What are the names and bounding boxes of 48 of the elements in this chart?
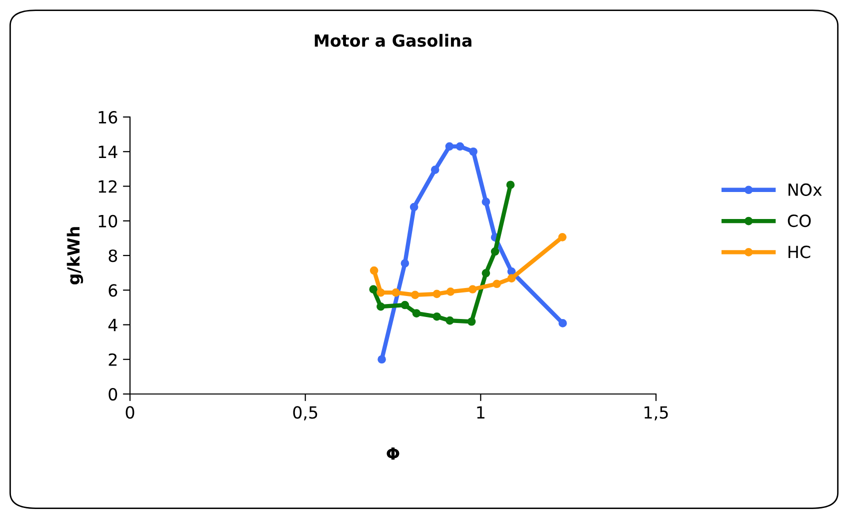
y-tick-label: 8 [108, 249, 118, 262]
y-tick-label: 12 [98, 180, 117, 193]
point [400, 259, 410, 268]
point [482, 198, 490, 206]
point [412, 309, 421, 318]
point [482, 268, 490, 278]
point [432, 290, 441, 298]
x-tick-label: 1,5 [644, 406, 668, 420]
y-tick-label: 2 [108, 353, 117, 366]
point [392, 288, 400, 297]
chart-title: Motor a Gasolina [314, 34, 472, 47]
point [432, 312, 441, 321]
point [469, 147, 478, 156]
point [369, 285, 378, 294]
point [370, 266, 378, 275]
point [378, 355, 386, 364]
point [506, 180, 515, 190]
y-tick-label: 4 [108, 318, 118, 332]
point [490, 247, 500, 256]
y-axis-title: g/kWh [66, 227, 84, 284]
point [446, 316, 454, 325]
point [558, 232, 567, 242]
y-tick-label: 0 [108, 388, 118, 401]
x-tick-label: 1 [477, 406, 484, 418]
x-axis-title: Φ [386, 447, 400, 460]
legend-label: NOx [788, 183, 822, 196]
legend-label: CO [788, 214, 811, 228]
point [376, 302, 385, 311]
point [456, 142, 464, 151]
y-tick-label: 16 [98, 110, 118, 124]
point [445, 142, 454, 151]
point [492, 280, 501, 288]
point [430, 166, 440, 174]
point [376, 288, 385, 297]
point [446, 288, 455, 296]
point [410, 290, 420, 300]
point [410, 202, 418, 212]
legend-label: HC [788, 246, 810, 258]
y-tick-label: 14 [98, 146, 118, 158]
y-tick-label: 10 [98, 214, 118, 228]
point [467, 317, 476, 326]
point [468, 285, 477, 294]
x-tick-label: 0,5 [293, 406, 318, 420]
point [558, 319, 567, 328]
x-tick-label: 0 [126, 406, 134, 419]
point [400, 300, 410, 310]
y-tick-label: 6 [108, 284, 118, 297]
point [507, 274, 516, 283]
